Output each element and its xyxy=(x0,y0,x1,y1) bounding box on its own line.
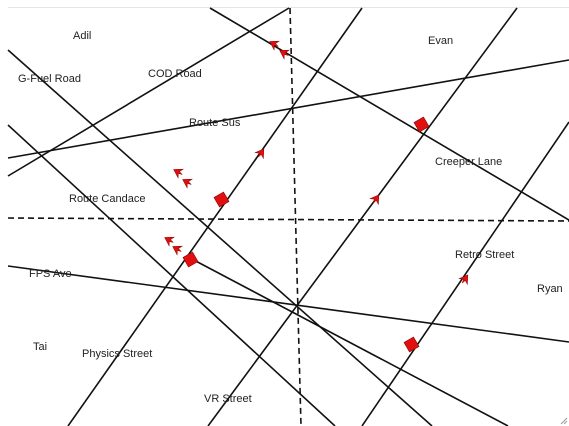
roads xyxy=(7,7,569,426)
road-label-cod-road: COD Road xyxy=(148,68,202,80)
red-square-icon[interactable] xyxy=(413,116,430,133)
road-dashed-horizontal xyxy=(7,217,569,222)
road-label-retro-street: Retro Street xyxy=(455,249,515,261)
red-square-icon[interactable] xyxy=(182,251,199,268)
road-g-fuel-diagonal xyxy=(7,49,433,426)
arrow-icon[interactable] xyxy=(254,146,268,160)
road-label-route-sus: Route Sus xyxy=(189,117,241,129)
road-long-diagonal-right xyxy=(189,257,509,426)
road-label-g-fuel-road: G-Fuel Road xyxy=(18,73,81,85)
road-physics-street xyxy=(67,7,363,426)
road-dashed-vertical xyxy=(289,7,302,426)
road-fps-ave xyxy=(7,265,569,343)
road-route-candace-diagonal xyxy=(7,124,336,426)
place-label-ryan: Ryan xyxy=(537,283,563,295)
road-retro-street xyxy=(361,121,569,426)
place-label-tai: Tai xyxy=(33,341,48,353)
direction-markers xyxy=(162,37,472,286)
resize-grip-icon[interactable] xyxy=(560,417,568,425)
road-label-creeper-lane: Creeper Lane xyxy=(435,156,503,168)
red-square-icon[interactable] xyxy=(213,191,230,208)
road-vr-street xyxy=(207,7,518,426)
red-square-icon[interactable] xyxy=(403,336,420,353)
road-route-sus xyxy=(7,59,569,159)
arrow-icon[interactable] xyxy=(277,46,291,60)
arrow-icon[interactable] xyxy=(170,242,184,256)
arrow-icon[interactable] xyxy=(162,233,176,247)
road-label-fps-ave: FPS Ave xyxy=(29,268,72,280)
stop-markers xyxy=(182,116,430,353)
road-cod-upper-left xyxy=(7,7,290,177)
road-creeper-lane-diagonal xyxy=(209,7,569,221)
arrow-icon[interactable] xyxy=(180,175,194,189)
arrow-icon[interactable] xyxy=(458,272,472,286)
arrow-icon[interactable] xyxy=(267,37,281,51)
arrow-icon[interactable] xyxy=(369,192,383,206)
place-label-evan: Evan xyxy=(428,35,454,47)
road-label-route-candace: Route Candace xyxy=(69,193,146,205)
road-label-vr-street: VR Street xyxy=(204,393,252,405)
arrow-icon[interactable] xyxy=(171,165,185,179)
road-label-physics-street: Physics Street xyxy=(82,348,153,360)
place-label-adil: Adil xyxy=(73,30,92,42)
